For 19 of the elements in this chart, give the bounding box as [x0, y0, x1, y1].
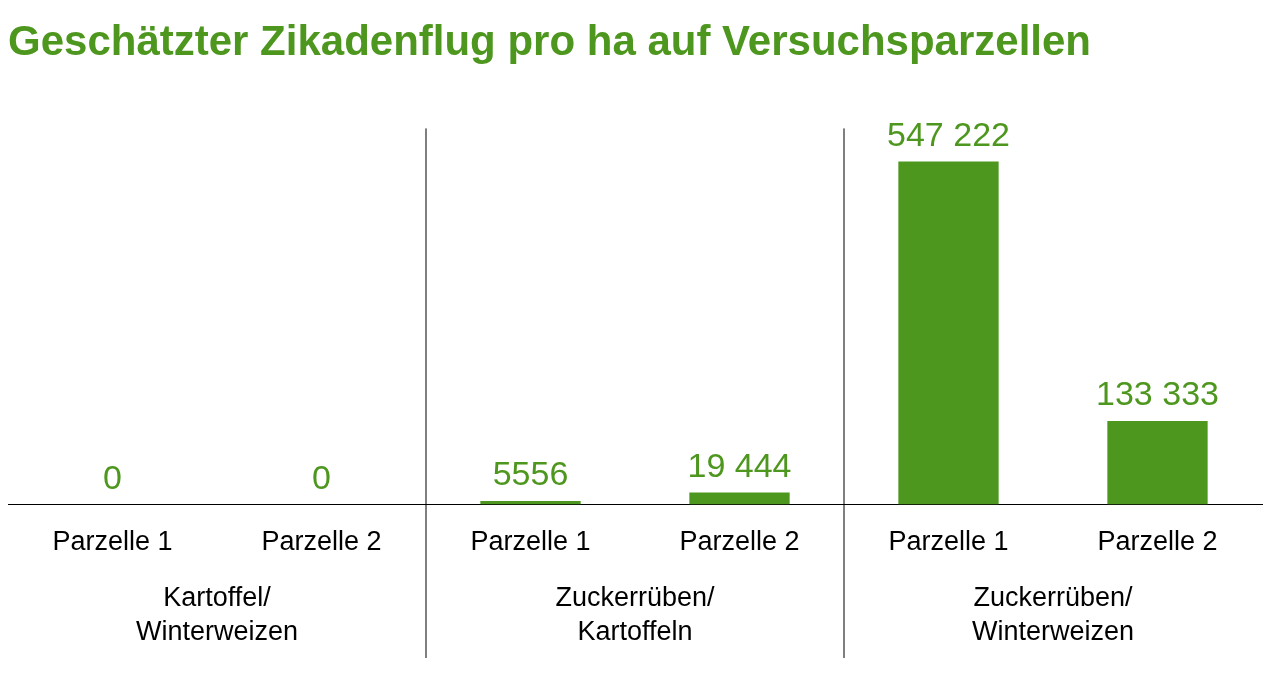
data-label: 5556: [492, 454, 569, 493]
bar: [898, 161, 999, 505]
data-label: 133 333: [1096, 374, 1219, 413]
x-tick-label: Parzelle 2: [261, 526, 382, 557]
chart-title: Geschätzter Zikadenflug pro ha auf Versuchsparzellen: [8, 16, 1091, 64]
data-label: 0: [103, 457, 122, 496]
bar: [1107, 421, 1208, 505]
bar: [689, 492, 790, 505]
text: Kartoffel/ Winterweizen: [135, 581, 299, 646]
data-label: 547 222: [887, 114, 1010, 153]
x-tick-label: Parzelle 1: [52, 526, 173, 557]
data-label: 19 444: [687, 445, 792, 484]
x-tick-label: Parzelle 1: [470, 526, 591, 557]
x-tick-label: Parzelle 1: [888, 526, 1009, 557]
x-tick-label: Parzelle 2: [679, 526, 800, 557]
text: Zuckerrüben/ Winterweizen: [971, 581, 1135, 646]
text: Zuckerrüben/ Kartoffeln: [555, 581, 716, 646]
x-tick-label: Parzelle 2: [1097, 526, 1218, 557]
data-label: 0: [312, 457, 331, 496]
